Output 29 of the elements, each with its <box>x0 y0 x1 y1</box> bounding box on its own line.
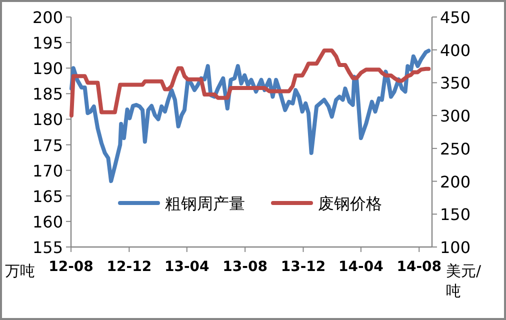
y2-axis-title: 美元/吨 <box>446 262 482 300</box>
x-tick-label: 14-04 <box>338 259 384 275</box>
y2-tick-label: 400 <box>440 40 471 60</box>
legend-label: 废钢价格 <box>318 194 382 213</box>
y-tick-label: 155 <box>32 238 63 257</box>
y2-tick-label: 100 <box>440 238 471 257</box>
x-tick-label: 12-08 <box>48 259 94 275</box>
y-tick-label: 185 <box>32 84 63 104</box>
y-axis-title: 万吨 <box>5 262 35 280</box>
y2-tick-label: 150 <box>440 205 471 224</box>
y2-tick-label: 200 <box>440 172 471 192</box>
y-tick-label: 165 <box>32 186 63 206</box>
y-tick-label: 195 <box>32 34 63 53</box>
y2-tick-label: 300 <box>440 106 471 126</box>
y-tick-label: 160 <box>32 212 63 232</box>
y-tick-label: 190 <box>32 59 63 78</box>
y-tick-label: 180 <box>32 110 63 130</box>
y-tick-label: 170 <box>32 161 63 180</box>
x-tick-label: 13-12 <box>280 259 326 275</box>
y-tick-label: 200 <box>32 8 63 27</box>
x-tick-label: 13-08 <box>222 259 268 275</box>
legend-label: 粗钢周产量 <box>165 194 245 213</box>
x-tick-label: 12-12 <box>106 259 152 275</box>
x-tick-label: 13-04 <box>164 259 210 275</box>
y2-tick-label: 450 <box>440 8 471 27</box>
x-tick-label: 14-08 <box>396 259 442 275</box>
y2-tick-label: 250 <box>440 139 471 158</box>
y-tick-label: 175 <box>32 136 63 155</box>
y2-tick-label: 350 <box>440 74 471 93</box>
